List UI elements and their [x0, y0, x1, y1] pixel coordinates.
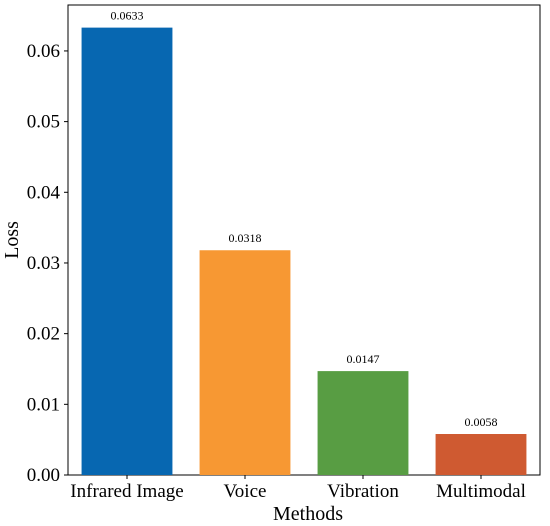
- x-tick-label: Multimodal: [436, 481, 526, 502]
- y-tick-label: 0.00: [27, 465, 60, 486]
- y-tick-label: 0.06: [27, 41, 60, 62]
- x-tick-label: Vibration: [327, 481, 399, 502]
- data-labels-group: 0.0633 0.0318 0.0147 0.0058: [111, 9, 498, 429]
- bar-multimodal: [435, 434, 527, 475]
- y-tick-label: 0.03: [27, 253, 60, 274]
- bars-group: [81, 27, 527, 475]
- data-label: 0.0147: [347, 352, 380, 366]
- x-tick-label: Infrared Image: [70, 481, 183, 502]
- data-label: 0.0633: [111, 9, 144, 23]
- y-tick-label: 0.02: [27, 324, 60, 345]
- y-tick-label: 0.04: [27, 182, 61, 203]
- y-axis-title: Loss: [1, 221, 23, 259]
- y-axis: 0.00 0.01 0.02 0.03 0.04 0.05 0.06: [27, 41, 68, 486]
- x-axis: Infrared Image Voice Vibration Multimodal: [70, 475, 526, 502]
- x-tick-label: Voice: [224, 481, 267, 502]
- bar-voice: [199, 250, 291, 475]
- x-axis-title: Methods: [273, 503, 343, 525]
- y-tick-label: 0.01: [27, 394, 60, 415]
- data-label: 0.0058: [465, 415, 498, 429]
- y-tick-label: 0.05: [27, 112, 60, 133]
- data-label: 0.0318: [229, 231, 262, 245]
- plot-frame: [67, 4, 541, 476]
- bar-vibration: [317, 371, 409, 475]
- bar-infrared-image: [81, 27, 173, 475]
